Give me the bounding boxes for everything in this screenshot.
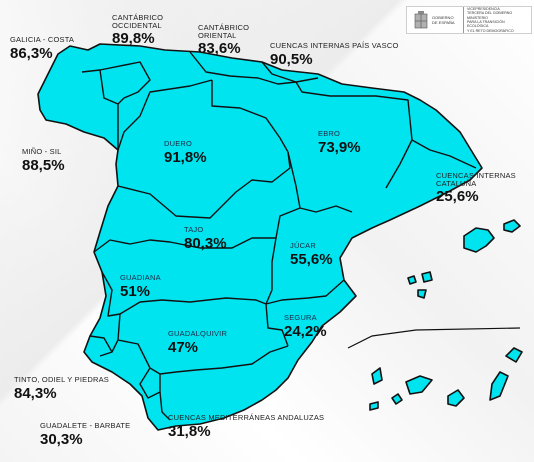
basin-name: GUADIANA: [120, 273, 161, 282]
basin-value: 83,6%: [198, 40, 241, 57]
la-palma: [371, 367, 383, 385]
formentera: [417, 289, 427, 299]
border-guadalquivir-tinto: [99, 313, 121, 357]
basin-name-line2: OCCIDENTAL: [112, 20, 162, 30]
border-guadalquivir-mediterranea: [117, 339, 289, 375]
border-segura-guadalquivir: [265, 303, 289, 347]
border-jucar-segura: [265, 279, 345, 305]
basin-value: 30,3%: [40, 430, 83, 448]
government-label: GOBIERNO DE ESPAÑA: [432, 15, 455, 25]
border-guadiana-guadalquivir: [101, 271, 267, 317]
coat-of-arms-icon: [414, 11, 428, 29]
border-tajo-ebro: [287, 151, 353, 213]
canary-separator: [347, 327, 521, 349]
basin-label-duero: DUERO 91,8%: [164, 140, 207, 165]
basin-label-mediterraneas-andaluzas: CUENCAS MEDITERRÁNEAS ANDALUZAS 31,8%: [168, 414, 324, 439]
basin-name: EBRO: [318, 129, 341, 138]
basin-name: JÚCAR: [290, 241, 317, 250]
basin-value: 84,3%: [14, 384, 57, 402]
basin-label-tajo: TAJO 80,3%: [184, 226, 227, 251]
border-cantabrico-oriental: [189, 51, 297, 85]
basin-value: 89,8%: [112, 30, 155, 47]
basin-name: DUERO: [164, 139, 193, 148]
basin-name: GUADALQUIVIR: [168, 329, 228, 338]
la-gomera: [391, 393, 403, 405]
basin-name: CANTÁBRICO: [112, 13, 164, 22]
basin-value: 51%: [120, 282, 151, 300]
mainland-spain: [37, 43, 483, 431]
border-duero-ebro: [211, 80, 289, 153]
basin-name: GALICIA - COSTA: [10, 35, 75, 44]
basin-name-line2: ORIENTAL: [198, 30, 237, 40]
basin-label-jucar: JÚCAR 55,6%: [290, 242, 333, 267]
basin-value: 91,8%: [164, 148, 207, 166]
basin-name: TINTO, ODIEL Y PIEDRAS: [14, 375, 109, 384]
border-guadalete: [139, 367, 161, 399]
basin-name: SEGURA: [284, 313, 317, 322]
basin-value: 80,3%: [184, 234, 227, 252]
el-hierro: [369, 401, 379, 411]
mallorca: [463, 227, 495, 253]
basin-value: 73,9%: [318, 138, 361, 156]
basin-name: TAJO: [184, 225, 204, 234]
basin-label-galicia-costa: GALICIA - COSTA 86,3%: [10, 36, 74, 61]
basin-name: CUENCAS INTERNAS: [436, 171, 516, 180]
basin-value: 55,6%: [290, 250, 333, 268]
basin-name-line2: CATALUÑA: [436, 178, 477, 188]
border-mino-cantabrico: [99, 61, 151, 105]
basin-value: 25,6%: [436, 188, 479, 205]
border-tajo-guadiana: [93, 237, 270, 253]
basin-name: MIÑO - SIL: [22, 147, 62, 156]
border-duero-tajo: [117, 151, 291, 219]
tenerife: [405, 375, 433, 395]
basin-name: CUENCAS INTERNAS PAÍS VASCO: [270, 41, 399, 50]
border-cantabrico-duero: [117, 79, 213, 151]
basin-label-mino-sil: MIÑO - SIL 88,5%: [22, 148, 65, 173]
basin-label-guadalquivir: GUADALQUIVIR 47%: [168, 330, 227, 355]
basin-name: CANTÁBRICO: [198, 23, 250, 32]
basin-label-cantabrico-occidental: CANTÁBRICO OCCIDENTAL 89,8%: [112, 14, 163, 46]
basin-label-tinto-odiel-piedras: TINTO, ODIEL Y PIEDRAS 84,3%: [14, 376, 109, 401]
government-header: GOBIERNO DE ESPAÑA VICEPRESIDENCIA TERCE…: [406, 6, 532, 34]
basin-value: 31,8%: [168, 422, 211, 440]
border-pais-vasco: [261, 61, 319, 83]
border-mediterranea-inner: [159, 391, 171, 421]
basin-label-cataluna: CUENCAS INTERNAS CATALUÑA 25,6%: [436, 172, 516, 204]
menorca: [503, 219, 521, 233]
basin-label-segura: SEGURA 24,2%: [284, 314, 327, 339]
ibiza: [421, 271, 433, 283]
basin-value: 88,5%: [22, 156, 65, 174]
basin-label-cantabrico-oriental: CANTÁBRICO ORIENTAL 83,6%: [198, 24, 249, 56]
basin-label-ebro: EBRO 73,9%: [318, 130, 361, 155]
fuerteventura: [489, 371, 509, 401]
basin-value: 24,2%: [284, 322, 327, 340]
lanzarote: [505, 347, 523, 363]
border-tajo-jucar: [270, 207, 301, 239]
border-galicia-mino: [81, 69, 119, 150]
border-ebro-west: [295, 81, 413, 189]
cabrera: [407, 275, 417, 285]
basin-value: 90,5%: [270, 50, 313, 68]
basin-name: GUADALETE - BARBATE: [40, 421, 131, 430]
gran-canaria: [447, 389, 465, 407]
basin-label-guadalete-barbate: GUADALETE - BARBATE 30,3%: [40, 422, 130, 447]
border-tinto-inner: [89, 335, 113, 353]
basin-name: CUENCAS MEDITERRÁNEAS ANDALUZAS: [168, 413, 325, 422]
basin-label-guadiana: GUADIANA 51%: [120, 274, 161, 299]
ministry-label: VICEPRESIDENCIA TERCERA DEL GOBIERNO MIN…: [463, 6, 523, 34]
basin-value: 86,3%: [10, 44, 53, 62]
border-catalunya: [411, 139, 477, 169]
basin-label-pais-vasco: CUENCAS INTERNAS PAÍS VASCO 90,5%: [270, 42, 398, 67]
basin-value: 47%: [168, 338, 199, 356]
border-jucar-west: [265, 237, 277, 305]
